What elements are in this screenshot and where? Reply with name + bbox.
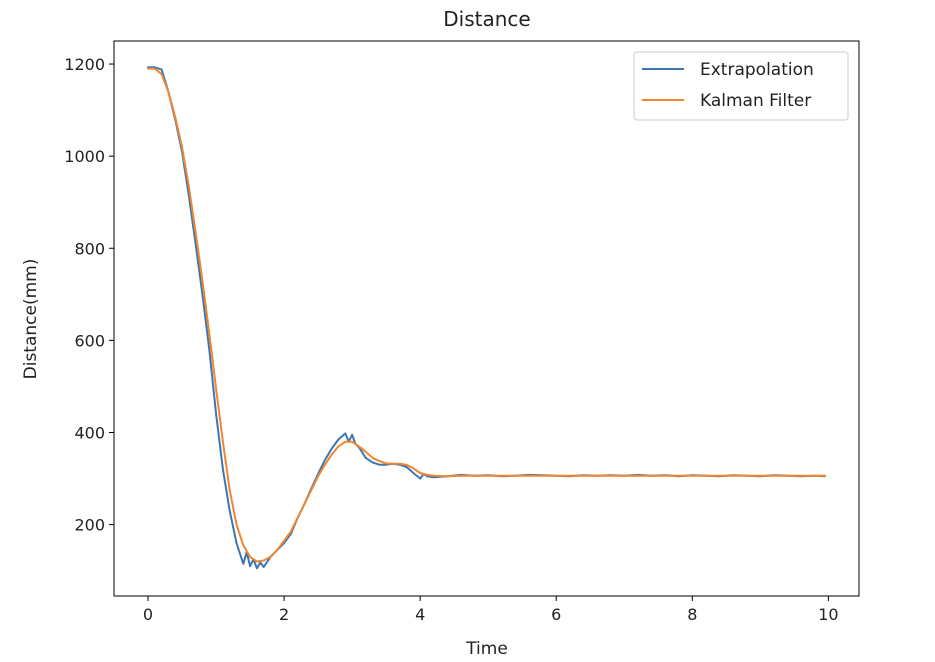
legend-label: Extrapolation [700,60,814,80]
legend-box [633,51,849,121]
y-tick-label: 1200 [64,55,105,74]
x-tick-label: 10 [818,605,838,624]
chart-title: Distance [443,7,530,31]
legend-label: Kalman Filter [700,91,811,111]
series-line-extrapolation [147,66,826,570]
y-tick-label: 600 [74,331,105,350]
legend: Extrapolation Kalman Filter [633,51,849,121]
series-line-kalman-filter [147,67,826,563]
y-tick-label: 800 [74,239,105,258]
plot-frame [113,40,860,597]
x-tick-label: 6 [551,605,561,624]
plot-area [113,40,860,597]
x-tick-label: 4 [415,605,425,624]
y-axis-title: Distance(mm) [21,259,41,380]
x-tick-label: 8 [687,605,697,624]
x-axis: 0 2 4 6 8 10 [143,596,839,624]
y-axis: 200 400 600 800 1000 1200 [64,55,114,535]
x-tick-label: 0 [143,605,153,624]
x-axis-title: Time [465,639,508,659]
x-tick-label: 2 [279,605,289,624]
y-tick-label: 400 [74,423,105,442]
y-tick-label: 200 [74,516,105,535]
y-tick-label: 1000 [64,147,105,166]
